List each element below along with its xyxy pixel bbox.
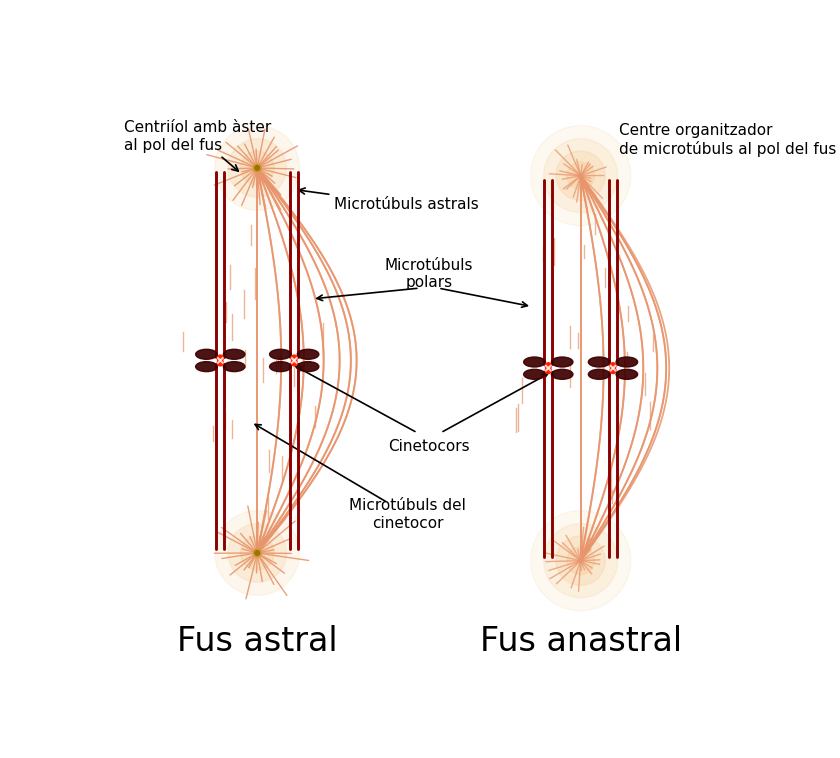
Circle shape — [545, 363, 551, 369]
Text: Fus astral: Fus astral — [177, 625, 338, 658]
Circle shape — [240, 536, 274, 570]
Circle shape — [228, 139, 286, 197]
Circle shape — [291, 355, 297, 362]
Ellipse shape — [588, 369, 610, 379]
Circle shape — [531, 126, 631, 226]
Circle shape — [531, 511, 631, 611]
Text: Centriíol amb àster
al pol del fus: Centriíol amb àster al pol del fus — [124, 121, 271, 171]
Circle shape — [545, 368, 551, 374]
Ellipse shape — [297, 349, 319, 359]
Ellipse shape — [616, 369, 638, 379]
Text: Microtúbuls astrals: Microtúbuls astrals — [299, 188, 479, 212]
Circle shape — [543, 524, 617, 597]
Ellipse shape — [588, 357, 610, 367]
Ellipse shape — [270, 349, 291, 359]
Ellipse shape — [551, 357, 573, 367]
Ellipse shape — [523, 369, 545, 379]
Circle shape — [218, 360, 223, 366]
Circle shape — [543, 139, 617, 213]
Circle shape — [240, 151, 274, 185]
Circle shape — [255, 550, 260, 556]
Ellipse shape — [196, 349, 218, 359]
Circle shape — [291, 360, 297, 366]
Circle shape — [610, 363, 616, 369]
Circle shape — [218, 355, 223, 362]
Circle shape — [556, 536, 606, 585]
Text: Cinetocors: Cinetocors — [388, 439, 470, 454]
Text: Microtúbuls del
cinetocor: Microtúbuls del cinetocor — [349, 498, 466, 531]
Ellipse shape — [523, 357, 545, 367]
Circle shape — [254, 549, 261, 557]
Circle shape — [254, 164, 261, 172]
Ellipse shape — [196, 362, 218, 371]
Text: Fus anastral: Fus anastral — [480, 625, 682, 658]
Text: Centre organitzador
de microtúbuls al pol del fus: Centre organitzador de microtúbuls al po… — [619, 124, 837, 157]
Ellipse shape — [551, 369, 573, 379]
Text: Microtúbuls
polars: Microtúbuls polars — [385, 258, 473, 290]
Circle shape — [610, 368, 616, 374]
Circle shape — [215, 511, 300, 595]
Ellipse shape — [223, 362, 245, 371]
Circle shape — [228, 524, 286, 582]
Ellipse shape — [297, 362, 319, 371]
Ellipse shape — [223, 349, 245, 359]
Circle shape — [567, 161, 595, 190]
Circle shape — [556, 151, 606, 200]
Circle shape — [567, 547, 595, 575]
Ellipse shape — [616, 357, 638, 367]
Circle shape — [255, 166, 260, 171]
Ellipse shape — [270, 362, 291, 371]
Circle shape — [215, 126, 300, 210]
